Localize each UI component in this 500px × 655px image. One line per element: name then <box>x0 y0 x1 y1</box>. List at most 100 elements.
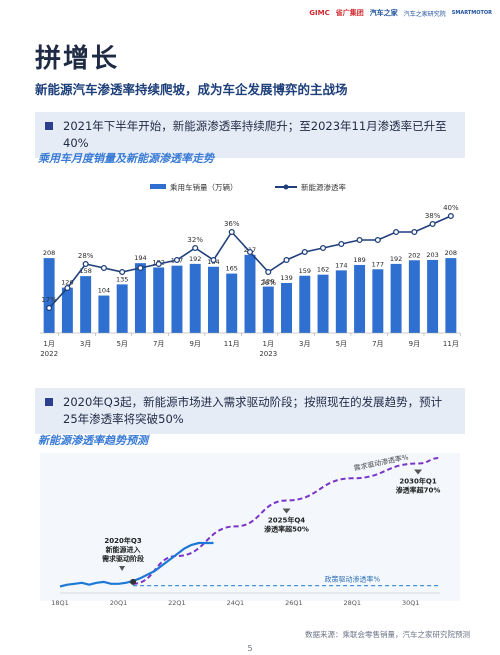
annotation-text: 2030年Q1 <box>399 477 436 486</box>
chart-1-x-tick-label: 11月 <box>224 340 240 348</box>
sales-bar-label: 174 <box>335 261 347 269</box>
penetration-point <box>82 260 89 268</box>
chart-1-x-tick-label: 7月 <box>372 340 383 348</box>
sales-bar-label: 208 <box>445 249 457 257</box>
chart-1-title: 乘用车月度销量及新能源渗透率走势 <box>38 152 214 165</box>
sales-bar-label: 203 <box>426 251 438 259</box>
penetration-point <box>447 212 454 220</box>
chart-2-x-tick-label: 20Q1 <box>110 599 128 607</box>
chart-2-x-tick-label: 22Q1 <box>168 599 186 607</box>
chart-1-x-year-label: 2022 <box>40 350 58 358</box>
sales-bar <box>390 263 402 333</box>
banner-1: 2021年下半年开始，新能源渗透率持续爬升；至2023年11月渗透率已升至40% <box>35 112 465 158</box>
sales-bar <box>354 264 366 333</box>
penetration-point <box>246 248 254 256</box>
penetration-point <box>356 236 363 244</box>
sales-bar-label: 192 <box>390 255 402 263</box>
autohome-research-logo: 汽车之家研究院 <box>403 10 446 18</box>
sales-bar <box>80 276 92 333</box>
legend-bar-label: 乘用车销量（万辆） <box>170 182 238 192</box>
sales-bar <box>372 269 384 333</box>
chart-1-x-tick-label: 11月 <box>443 340 459 348</box>
chart-1: 乘用车销量（万辆）新能源渗透率2081261581041351941821871… <box>40 182 461 358</box>
penetration-point <box>319 244 327 252</box>
sales-bar <box>134 263 146 333</box>
sales-bar-label: 158 <box>79 267 91 275</box>
chart-2-x-tick-label: 28Q1 <box>344 599 362 607</box>
source-note: 数据来源：乘联会零售销量，汽车之家研究院预测 <box>305 630 470 639</box>
sales-bar-label: 177 <box>372 260 384 268</box>
autohome-logo: 汽车之家 <box>369 9 398 17</box>
penetration-point <box>210 256 217 264</box>
sales-bar <box>153 267 165 333</box>
sales-bar <box>262 286 274 333</box>
chart-2-x-tick-label: 26Q1 <box>285 599 303 607</box>
chart-1-x-tick-label: 9月 <box>189 340 200 348</box>
sales-bar <box>226 273 238 333</box>
penetration-point <box>265 268 272 276</box>
annotation-marker <box>130 578 137 585</box>
penetration-point <box>46 304 53 312</box>
chart-1-x-tick-label: 5月 <box>116 340 127 348</box>
chart-2-x-tick-label: 24Q1 <box>227 599 245 607</box>
sales-bar-label: 126 <box>61 279 73 287</box>
sales-bar-label: 135 <box>116 275 128 283</box>
sales-bar <box>408 260 420 333</box>
annotation-text: 需求驱动阶段 <box>102 554 144 563</box>
chart-2-background <box>40 453 460 601</box>
chart-1-x-tick-label: 7月 <box>153 340 164 348</box>
penetration-point <box>411 228 418 236</box>
penetration-label: 36% <box>224 220 240 228</box>
gimc-cn-logo: 省广集团 <box>335 9 364 17</box>
sales-bar-label: 202 <box>408 251 420 259</box>
chart-2-x-tick-label: 30Q1 <box>402 599 420 607</box>
penetration-point <box>100 264 107 272</box>
annotation-text: 渗透率超70% <box>396 486 441 495</box>
penetration-point <box>429 220 436 228</box>
penetration-label: 32% <box>187 236 203 244</box>
annotation-text: 2025年Q4 <box>268 516 305 525</box>
chart-1-x-tick-label: 3月 <box>299 340 310 348</box>
chart-1-x-tick-label: 5月 <box>336 340 347 348</box>
penetration-point <box>192 244 199 252</box>
chart-1-x-tick-label: 1月 <box>43 340 54 348</box>
annotation-text: 渗透率超50% <box>264 525 309 534</box>
sales-bar <box>317 274 329 333</box>
chart-1-x-tick-label: 9月 <box>409 340 420 348</box>
sales-bar-label: 129 <box>262 278 274 286</box>
sales-bar <box>171 265 183 333</box>
penetration-point <box>119 268 126 276</box>
banner-1-text: 2021年下半年开始，新能源渗透率持续爬升；至2023年11月渗透率已升至40% <box>63 119 447 150</box>
penetration-point <box>374 236 381 244</box>
sales-bar <box>61 287 73 333</box>
chart-1-x-tick-label: 1月 <box>263 340 274 348</box>
sales-bar <box>98 295 110 333</box>
sales-bar-label: 162 <box>317 266 329 274</box>
header-band: GIMC 省广集团 汽车之家 汽车之家研究院 SMARTMOTOR <box>0 0 500 32</box>
partner-logos: GIMC 省广集团 汽车之家 汽车之家研究院 SMARTMOTOR <box>309 8 492 18</box>
policy-driven-label: 政策驱动渗透率% <box>324 575 380 584</box>
legend-bar-swatch <box>150 184 166 189</box>
sales-bar-label: 159 <box>299 267 311 275</box>
annotation-pointer <box>282 508 291 514</box>
sales-bar <box>244 254 256 333</box>
penetration-point <box>137 264 144 272</box>
banner-2: 2020年Q3起，新能源市场进入需求驱动阶段；按照现在的发展趋势，预计25年渗透… <box>35 388 465 434</box>
penetration-label: 40% <box>443 204 459 212</box>
penetration-point <box>393 228 400 236</box>
annotation-pointer <box>414 469 423 475</box>
penetration-point <box>64 284 71 292</box>
penetration-point <box>338 240 345 248</box>
chart-1-legend: 乘用车销量（万辆） 新能源渗透率 <box>150 182 346 192</box>
penetration-label: 38% <box>425 212 441 220</box>
sales-bar-label: 194 <box>134 254 146 262</box>
sales-bar <box>445 258 457 333</box>
annotation-text: 2020年Q3 <box>104 536 141 545</box>
chart-1-x-tick-label: 3月 <box>80 340 91 348</box>
penetration-point <box>283 256 290 264</box>
penetration-label: 26% <box>260 279 276 287</box>
page-number: 5 <box>247 644 253 653</box>
sales-bar-label: 139 <box>280 274 292 282</box>
chart-1-x-year-label: 2023 <box>259 350 277 358</box>
page-title: 拼增长 <box>35 44 120 74</box>
